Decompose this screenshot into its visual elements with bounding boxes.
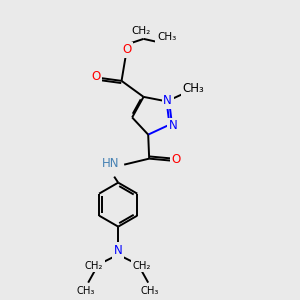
Text: N: N <box>114 244 123 257</box>
Text: O: O <box>172 153 181 166</box>
Text: HN: HN <box>102 157 119 170</box>
Text: CH₃: CH₃ <box>77 286 95 296</box>
Text: O: O <box>91 70 100 83</box>
Text: CH₂: CH₂ <box>133 261 152 271</box>
Text: CH₃: CH₃ <box>141 286 159 296</box>
Text: O: O <box>122 44 131 56</box>
Text: N: N <box>163 94 172 107</box>
Text: CH₂: CH₂ <box>85 261 104 271</box>
Text: CH₃: CH₃ <box>183 82 205 95</box>
Text: CH₂: CH₂ <box>131 26 150 36</box>
Text: CH₃: CH₃ <box>157 32 176 42</box>
Text: N: N <box>169 119 178 132</box>
